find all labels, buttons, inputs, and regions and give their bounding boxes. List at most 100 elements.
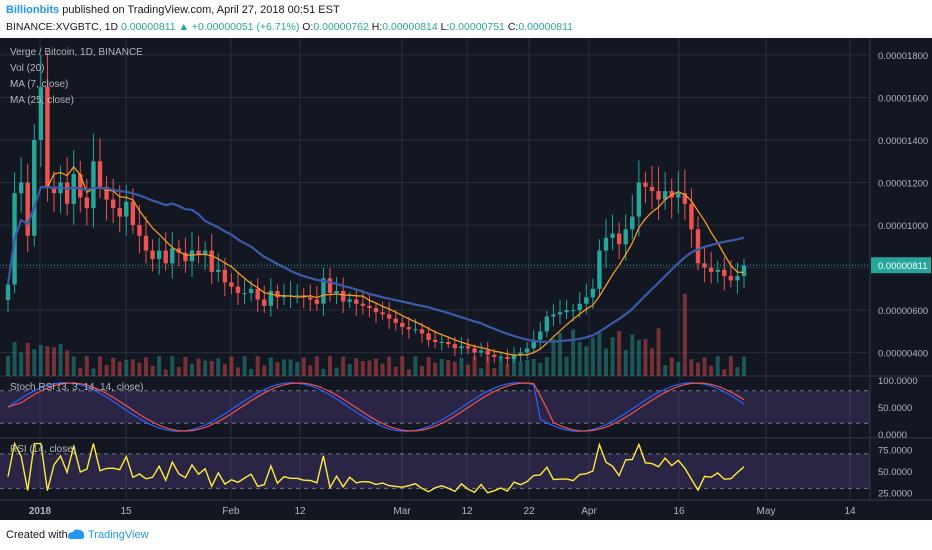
- candle-body: [308, 297, 313, 300]
- volume-bar: [505, 364, 510, 376]
- candle-body: [216, 269, 221, 272]
- volume-bar: [301, 357, 306, 376]
- volume-bar: [124, 359, 129, 376]
- chart-area[interactable]: 0.00001800 0.00001600 0.00001400 0.00001200…: [0, 38, 932, 520]
- low-label: L:: [440, 21, 450, 33]
- volume-bar: [209, 360, 214, 376]
- candle-body: [163, 250, 168, 264]
- volume-bar: [137, 362, 142, 376]
- candle-body: [728, 276, 734, 281]
- candle-body: [741, 265, 747, 277]
- time-axis-label: 12: [461, 506, 473, 517]
- candle-body: [84, 197, 90, 209]
- volume-bar: [176, 366, 181, 376]
- volume-bar: [196, 358, 201, 376]
- candle-body: [150, 250, 155, 260]
- candle-body: [104, 186, 109, 200]
- volume-bar: [531, 358, 536, 376]
- volume-bar: [255, 356, 260, 376]
- tradingview-logo-icon[interactable]: [66, 527, 86, 544]
- candle-body: [51, 186, 57, 194]
- volume-bar: [406, 369, 411, 376]
- high-value: 0.00000814: [382, 21, 438, 33]
- stoch-band: [0, 390, 870, 424]
- candle-body: [242, 293, 247, 295]
- stoch-axis-label: 0.0000: [878, 430, 907, 441]
- volume-bar: [538, 362, 543, 376]
- volume-bar: [150, 365, 155, 376]
- publish-line: Billionbits published on TradingView.com…: [6, 4, 340, 16]
- candle-body: [649, 186, 655, 192]
- rsi-band: [0, 453, 870, 489]
- candle-body: [577, 303, 582, 311]
- tradingview-brand[interactable]: TradingView: [88, 529, 149, 541]
- volume-bar: [571, 329, 576, 376]
- volume-bar: [479, 368, 484, 376]
- candle-body: [584, 297, 589, 304]
- up-arrow-icon: ▲: [178, 21, 189, 33]
- volume-bar: [433, 362, 438, 376]
- volume-bar: [722, 369, 727, 376]
- volume-bar: [492, 368, 497, 376]
- legend-title: Verge / Bitcoin, 1D, BINANCE: [10, 47, 143, 58]
- volume-bar: [65, 350, 70, 376]
- volume-bar: [498, 356, 503, 376]
- rsi-axis-label: 75.0000: [878, 446, 912, 457]
- volume-bar: [551, 338, 556, 376]
- volume-bar: [617, 330, 622, 376]
- candle-body: [492, 354, 497, 357]
- volume-bar: [590, 337, 595, 376]
- volume-bar: [12, 342, 17, 376]
- volume-bar: [663, 365, 668, 376]
- candle-body: [413, 329, 418, 331]
- candle-body: [630, 216, 635, 230]
- candle-body: [5, 284, 11, 300]
- low-value: 0.00000751: [449, 21, 505, 33]
- volume-bar: [203, 360, 208, 376]
- candle-body: [91, 161, 96, 209]
- volume-bar: [98, 356, 102, 376]
- volume-bar: [426, 357, 431, 376]
- volume-bar: [735, 367, 740, 376]
- candle-body: [347, 299, 352, 302]
- price-axis-label: 0.00001800: [878, 51, 928, 62]
- volume-bar: [577, 341, 582, 376]
- candle-body: [452, 344, 458, 349]
- volume-bar: [288, 359, 293, 376]
- volume-bar: [236, 367, 240, 376]
- volume-bar: [360, 361, 365, 376]
- candle-body: [275, 290, 280, 298]
- volume-bar: [268, 357, 273, 376]
- volume-bar: [117, 361, 122, 376]
- volume-bar: [321, 368, 326, 376]
- volume-bar: [636, 340, 641, 376]
- rsi-label: RSI (14, close): [10, 444, 77, 455]
- time-axis-label: 22: [523, 506, 535, 517]
- time-axis-label: May: [757, 506, 776, 517]
- price-axis-label: 0.00001400: [878, 136, 928, 147]
- author-link[interactable]: Billionbits: [6, 4, 60, 16]
- volume-bar: [380, 363, 385, 376]
- candle-body: [400, 322, 405, 328]
- volume-bar: [104, 364, 109, 376]
- close-label: C:: [507, 21, 519, 33]
- candle-body: [354, 299, 359, 304]
- candle-body: [268, 290, 274, 306]
- time-axis-label: 16: [673, 506, 685, 517]
- ma7-line: [7, 165, 745, 356]
- candle-body: [130, 201, 136, 226]
- candle-body: [465, 346, 471, 349]
- candle-body: [97, 161, 103, 187]
- candle-body: [110, 199, 116, 209]
- volume-bar: [229, 356, 234, 376]
- volume-bar: [295, 362, 300, 376]
- volume-bar: [183, 356, 188, 376]
- volume-bar: [709, 365, 714, 376]
- candle-body: [340, 290, 346, 302]
- volume-bar: [452, 361, 457, 376]
- price-axis-label: 0.00001600: [878, 94, 928, 105]
- candle-body: [570, 310, 576, 312]
- candle-body: [590, 288, 596, 298]
- chart-svg[interactable]: 0.00001800 0.00001600 0.00001400 0.00001200…: [0, 38, 932, 520]
- candle-body: [518, 352, 523, 355]
